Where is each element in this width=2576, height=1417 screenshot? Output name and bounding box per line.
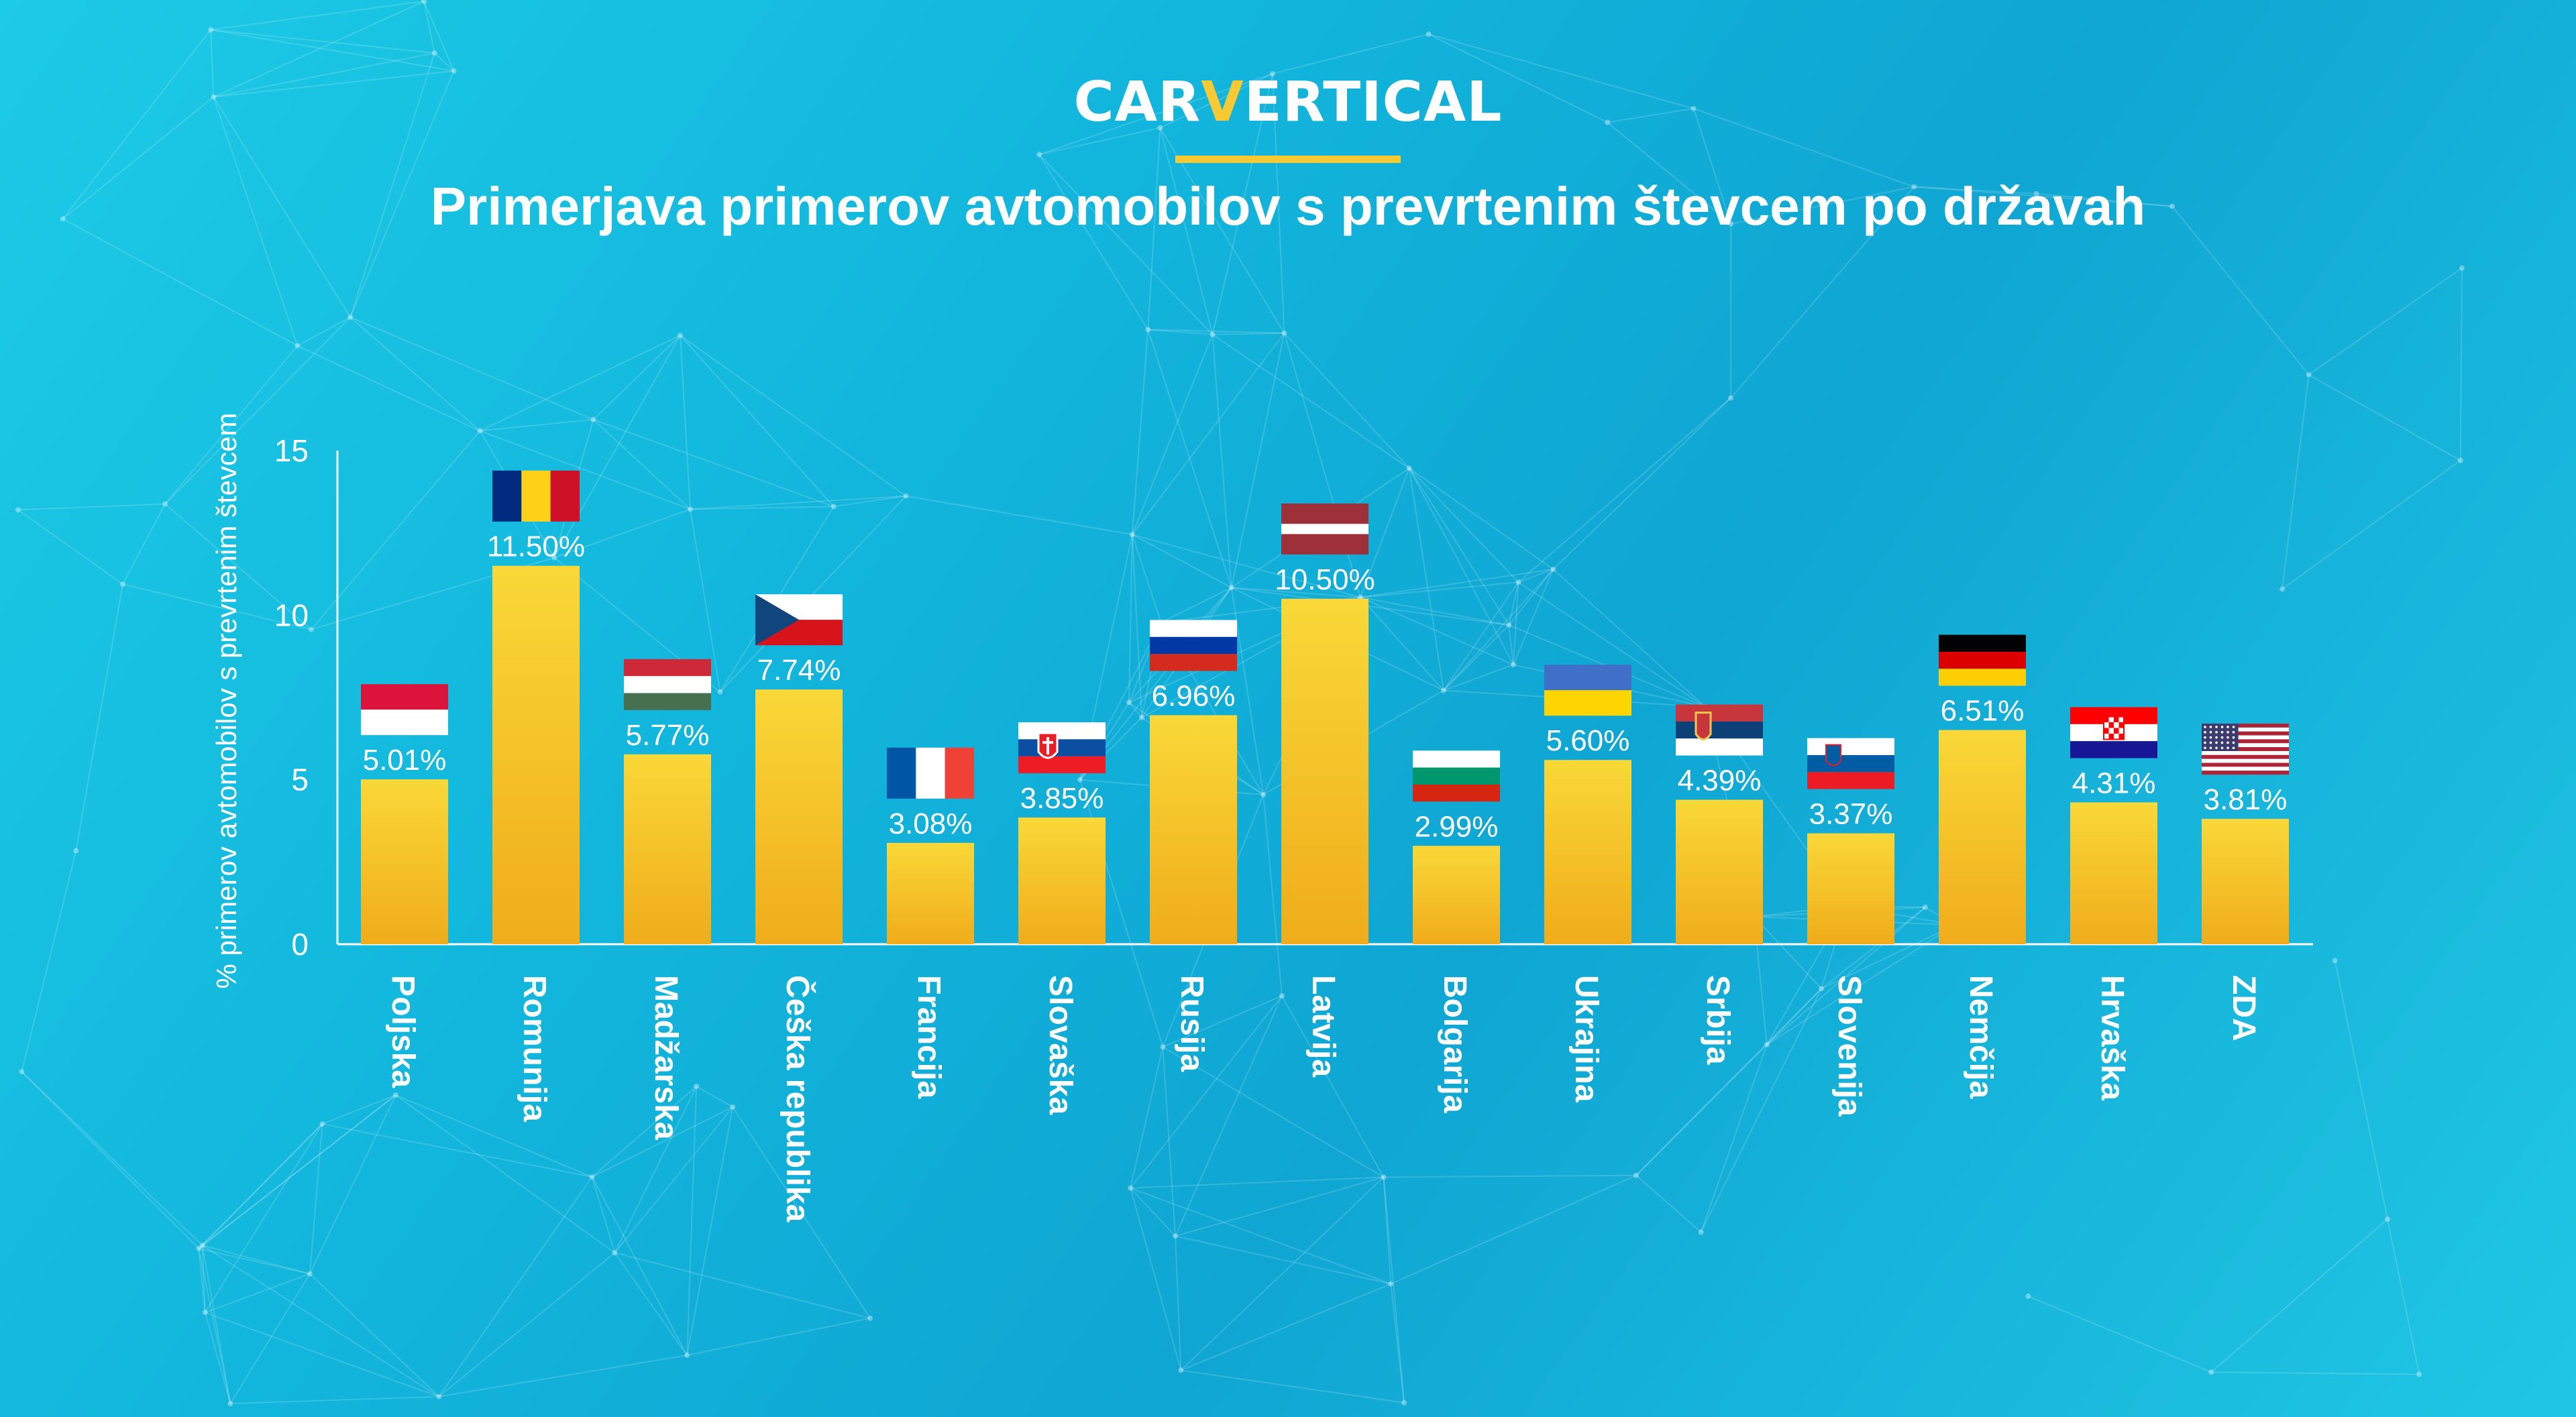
x-category-label: Hrvaška bbox=[2094, 975, 2130, 1100]
x-category-label: Rusija bbox=[1174, 975, 1210, 1072]
data-label: 5.01% bbox=[363, 744, 447, 777]
x-category-label: ZDA bbox=[2226, 975, 2261, 1041]
data-label: 11.50% bbox=[487, 530, 585, 563]
bulgaria-flag-icon bbox=[1413, 750, 1500, 802]
bar bbox=[755, 689, 843, 944]
logo-accent: V bbox=[1201, 70, 1244, 134]
logo-underline bbox=[1175, 156, 1401, 163]
data-label: 4.39% bbox=[1678, 764, 1762, 797]
data-label: 5.77% bbox=[626, 719, 710, 752]
data-label: 3.37% bbox=[1809, 798, 1893, 831]
x-category-label: Ukrajina bbox=[1568, 975, 1604, 1102]
bar bbox=[1150, 715, 1237, 944]
ukraine-flag-icon bbox=[1544, 665, 1631, 716]
y-tick-label: 15 bbox=[274, 433, 309, 468]
y-axis-label: % primerov avtomobilov s prevrtenim štev… bbox=[211, 413, 242, 989]
bar-group: 5.01% Poljska bbox=[361, 684, 448, 1088]
chart-title: Primerjava primerov avtomobilov s prevrt… bbox=[430, 176, 2146, 236]
bar bbox=[361, 779, 448, 944]
data-label: 6.51% bbox=[1941, 695, 2025, 728]
bar-group: 3.85% Slovaška bbox=[1018, 722, 1106, 1115]
logo-prefix: CAR bbox=[1073, 70, 1201, 134]
bar-group: 4.31% Hrvaška bbox=[2070, 707, 2157, 1100]
bar-group: 3.81% ZDA bbox=[2202, 724, 2289, 1041]
bar-group: 6.51% Nemčija bbox=[1939, 634, 2026, 1098]
bar bbox=[1281, 598, 1368, 944]
poland-flag-icon bbox=[361, 684, 448, 736]
x-category-label: Poljska bbox=[385, 975, 421, 1088]
bar-group: 11.50% Romunija bbox=[487, 470, 585, 1122]
slovenia-flag-icon bbox=[1807, 738, 1894, 789]
y-tick-label: 10 bbox=[274, 598, 309, 632]
germany-flag-icon bbox=[1939, 634, 2026, 686]
france-flag-icon bbox=[887, 747, 974, 799]
x-category-label: Francija bbox=[911, 975, 947, 1098]
data-label: 10.50% bbox=[1275, 563, 1375, 596]
bar-group: 3.37% Slovenija bbox=[1807, 738, 1894, 1117]
hungary-flag-icon bbox=[624, 659, 711, 710]
bar-group: 2.99% Bolgarija bbox=[1413, 750, 1500, 1113]
bar-group: 5.77% Madžarska bbox=[624, 659, 711, 1140]
x-category-label: Madžarska bbox=[648, 975, 684, 1140]
data-label: 3.85% bbox=[1020, 782, 1104, 815]
data-label: 5.60% bbox=[1546, 724, 1630, 757]
data-label: 6.96% bbox=[1152, 679, 1236, 712]
bar bbox=[1413, 846, 1500, 944]
bar bbox=[1676, 799, 1763, 944]
y-tick-label: 5 bbox=[291, 762, 309, 797]
russia-flag-icon bbox=[1150, 620, 1237, 671]
network-lines bbox=[15, 0, 2465, 1407]
x-category-label: Srbija bbox=[1700, 975, 1735, 1065]
bar-group: 5.60% Ukrajina bbox=[1544, 665, 1631, 1102]
x-category-label: Slovenija bbox=[1831, 975, 1867, 1117]
x-category-label: Latvija bbox=[1305, 975, 1341, 1077]
y-tick-label: 0 bbox=[291, 927, 309, 962]
bar-group: 6.96% Rusija bbox=[1150, 620, 1237, 1072]
bar-group: 7.74% Češka republika bbox=[755, 594, 843, 1222]
romania-flag-icon bbox=[492, 470, 580, 522]
x-category-label: Nemčija bbox=[1963, 975, 1998, 1098]
data-label: 4.31% bbox=[2072, 767, 2156, 800]
croatia-flag-icon bbox=[2070, 707, 2157, 758]
slovakia-flag-icon bbox=[1018, 722, 1106, 774]
bar bbox=[2202, 819, 2289, 944]
data-label: 3.08% bbox=[889, 807, 973, 840]
bars-group: 5.01% Poljska 11.50% Romunija 5.77% Madžarska… bbox=[361, 470, 2289, 1222]
latvia-flag-icon bbox=[1281, 503, 1368, 555]
bar-group: 3.08% Francija bbox=[887, 747, 974, 1098]
usa-flag-icon bbox=[2202, 724, 2289, 775]
czech-flag-icon bbox=[755, 594, 843, 646]
bar bbox=[1807, 833, 1894, 944]
x-category-label: Bolgarija bbox=[1437, 975, 1472, 1113]
x-category-label: Češka republika bbox=[780, 975, 816, 1222]
bar bbox=[1544, 760, 1631, 944]
carvertical-logo: CARVERTICAL bbox=[0, 70, 2576, 134]
bar bbox=[1939, 730, 2026, 944]
bar bbox=[1018, 817, 1106, 944]
data-label: 2.99% bbox=[1415, 810, 1499, 843]
bar-group: 4.39% Srbija bbox=[1676, 704, 1763, 1065]
serbia-flag-icon bbox=[1676, 704, 1763, 756]
logo-suffix: ERTICAL bbox=[1244, 70, 1503, 134]
bar-group: 10.50% Latvija bbox=[1275, 503, 1375, 1077]
data-label: 3.81% bbox=[2204, 783, 2288, 816]
bar bbox=[624, 754, 711, 944]
x-category-label: Slovaška bbox=[1042, 975, 1078, 1115]
x-category-label: Romunija bbox=[517, 975, 552, 1122]
bar bbox=[887, 842, 974, 944]
bar bbox=[2070, 802, 2157, 944]
data-label: 7.74% bbox=[757, 654, 841, 687]
bar bbox=[492, 565, 580, 944]
